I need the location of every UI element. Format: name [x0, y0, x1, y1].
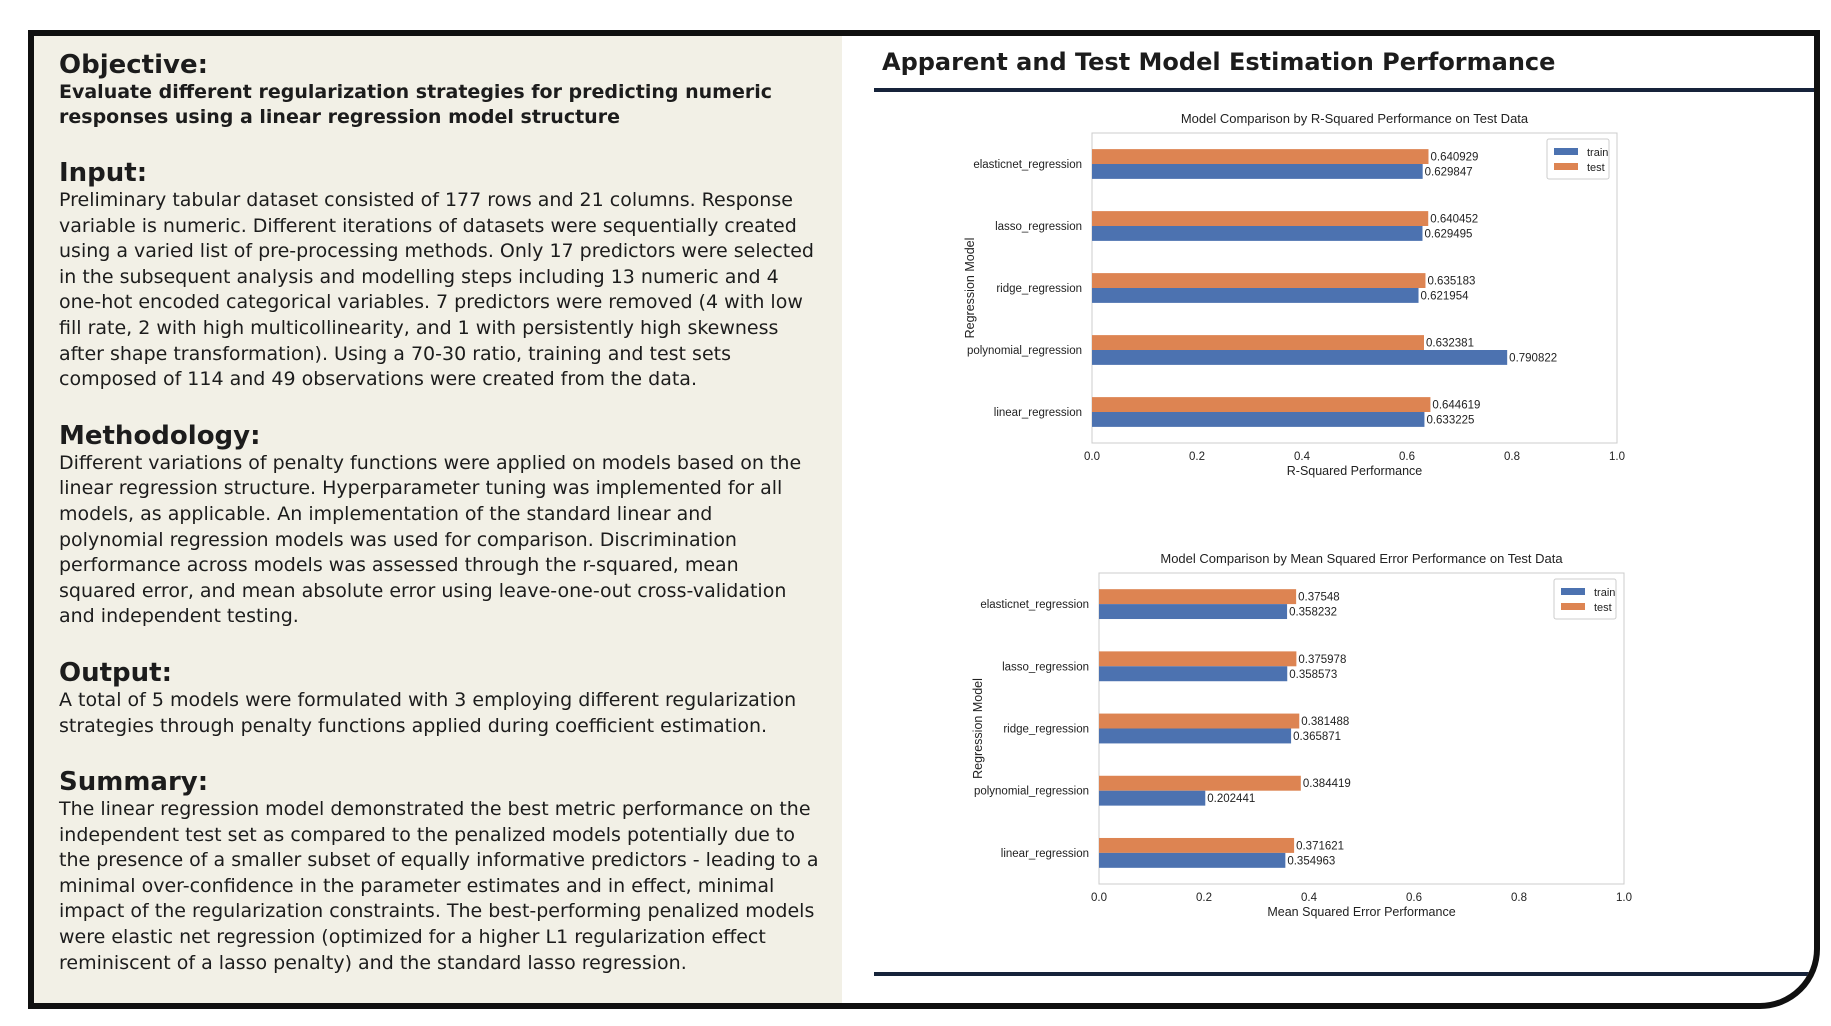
- x-tick-label: 0.4: [1301, 892, 1318, 904]
- x-tick-label: 0.6: [1406, 892, 1422, 904]
- test-bar: [1092, 397, 1431, 412]
- category-label: linear_regression: [994, 407, 1082, 419]
- output-text: A total of 5 models were formulated with…: [59, 688, 797, 737]
- train-bar: [1092, 412, 1425, 427]
- test-bar: [1099, 713, 1300, 729]
- train-bar: [1092, 350, 1508, 365]
- test-bar: [1092, 211, 1429, 226]
- test-value-label: 0.632381: [1426, 338, 1474, 350]
- x-tick-label: 0.0: [1091, 892, 1107, 904]
- summary-title: Summary:: [59, 767, 209, 798]
- objective-text: Evaluate different regularization strate…: [59, 81, 773, 128]
- legend-swatch-train: [1561, 588, 1585, 595]
- top-divider: [874, 88, 1814, 92]
- description-panel: Objective: Evaluate different regulariza…: [34, 36, 842, 1003]
- test-bar: [1092, 149, 1429, 164]
- r-squared-chart: Model Comparison by R-Squared Performanc…: [963, 111, 1625, 478]
- test-value-label: 0.644619: [1432, 400, 1480, 412]
- legend-label-train: train: [1594, 587, 1615, 599]
- legend-label-test: test: [1594, 602, 1612, 614]
- train-bar: [1099, 666, 1288, 682]
- x-tick-label: 0.4: [1294, 451, 1311, 463]
- output-title: Output:: [59, 657, 172, 688]
- category-label: elasticnet_regression: [973, 159, 1082, 171]
- train-value-label: 0.790822: [1509, 352, 1557, 364]
- test-value-label: 0.375978: [1298, 654, 1346, 666]
- test-value-label: 0.37548: [1298, 592, 1340, 604]
- train-value-label: 0.358232: [1289, 607, 1337, 619]
- train-bar: [1099, 790, 1206, 806]
- objective-title: Objective:: [59, 50, 208, 80]
- legend-swatch-train: [1554, 148, 1578, 155]
- x-tick-label: 0.8: [1511, 892, 1527, 904]
- bottom-divider: [874, 972, 1814, 976]
- test-value-label: 0.384419: [1303, 778, 1351, 790]
- train-value-label: 0.358573: [1289, 669, 1337, 681]
- x-tick-label: 0.6: [1399, 451, 1415, 463]
- charts-panel-title: Apparent and Test Model Estimation Perfo…: [882, 48, 1556, 76]
- x-tick-label: 0.0: [1084, 451, 1100, 463]
- train-bar: [1092, 164, 1423, 179]
- test-value-label: 0.640929: [1430, 152, 1478, 164]
- test-value-label: 0.371621: [1296, 840, 1344, 852]
- legend-label-train: train: [1587, 147, 1608, 159]
- test-value-label: 0.640452: [1430, 214, 1478, 226]
- category-label: polynomial_regression: [974, 786, 1089, 798]
- category-label: elasticnet_regression: [980, 599, 1089, 611]
- train-value-label: 0.202441: [1207, 793, 1255, 805]
- x-axis-label: Mean Squared Error Performance: [1267, 905, 1455, 919]
- category-label: ridge_regression: [1003, 724, 1089, 736]
- train-bar: [1092, 226, 1423, 241]
- input-title: Input:: [59, 158, 148, 188]
- x-axis-label: R-Squared Performance: [1287, 464, 1423, 478]
- legend-swatch-test: [1561, 603, 1585, 610]
- test-bar: [1099, 589, 1297, 605]
- train-value-label: 0.633225: [1426, 414, 1474, 426]
- train-value-label: 0.354963: [1287, 855, 1335, 867]
- test-bar: [1099, 775, 1301, 791]
- page-frame: Objective: Evaluate different regulariza…: [28, 30, 1820, 1009]
- x-tick-label: 0.2: [1196, 892, 1212, 904]
- category-label: polynomial_regression: [967, 345, 1082, 357]
- test-bar: [1092, 335, 1424, 350]
- charts-panel: Apparent and Test Model Estimation Perfo…: [842, 36, 1814, 1003]
- x-tick-label: 1.0: [1609, 451, 1625, 463]
- y-axis-label: Regression Model: [971, 678, 985, 779]
- train-value-label: 0.629495: [1424, 228, 1472, 240]
- test-bar: [1099, 651, 1297, 667]
- mse-chart: Model Comparison by Mean Squared Error P…: [971, 551, 1632, 919]
- test-bar: [1099, 837, 1295, 853]
- train-value-label: 0.621954: [1421, 290, 1470, 302]
- input-section: Input: Preliminary tabular dataset consi…: [59, 158, 820, 393]
- category-label: lasso_regression: [1002, 661, 1089, 673]
- input-text: Preliminary tabular dataset consisted of…: [59, 189, 814, 391]
- test-value-label: 0.381488: [1301, 716, 1349, 728]
- train-value-label: 0.365871: [1293, 731, 1341, 743]
- train-bar: [1099, 728, 1292, 744]
- chart-title: Model Comparison by R-Squared Performanc…: [1181, 111, 1529, 126]
- train-bar: [1099, 604, 1288, 620]
- category-label: lasso_regression: [995, 221, 1082, 233]
- chart-title: Model Comparison by Mean Squared Error P…: [1160, 551, 1563, 566]
- category-label: linear_regression: [1001, 848, 1089, 860]
- summary-text: The linear regression model demonstrated…: [59, 798, 819, 974]
- legend-swatch-test: [1554, 163, 1578, 170]
- train-bar: [1092, 288, 1419, 303]
- train-bar: [1099, 852, 1286, 868]
- legend-label-test: test: [1587, 162, 1605, 174]
- methodology-title: Methodology:: [59, 420, 261, 451]
- y-axis-label: Regression Model: [963, 238, 977, 339]
- x-tick-label: 0.2: [1189, 451, 1205, 463]
- test-bar: [1092, 273, 1426, 288]
- x-tick-label: 1.0: [1616, 892, 1632, 904]
- output-section: Output: A total of 5 models were formula…: [59, 658, 820, 739]
- methodology-section: Methodology: Different variations of pen…: [59, 421, 820, 630]
- objective-section: Objective: Evaluate different regulariza…: [59, 50, 820, 130]
- summary-section: Summary: The linear regression model dem…: [59, 767, 820, 976]
- category-label: ridge_regression: [996, 283, 1082, 295]
- methodology-text: Different variations of penalty function…: [59, 451, 802, 628]
- test-value-label: 0.635183: [1427, 276, 1475, 288]
- x-tick-label: 0.8: [1504, 451, 1520, 463]
- train-value-label: 0.629847: [1425, 166, 1473, 178]
